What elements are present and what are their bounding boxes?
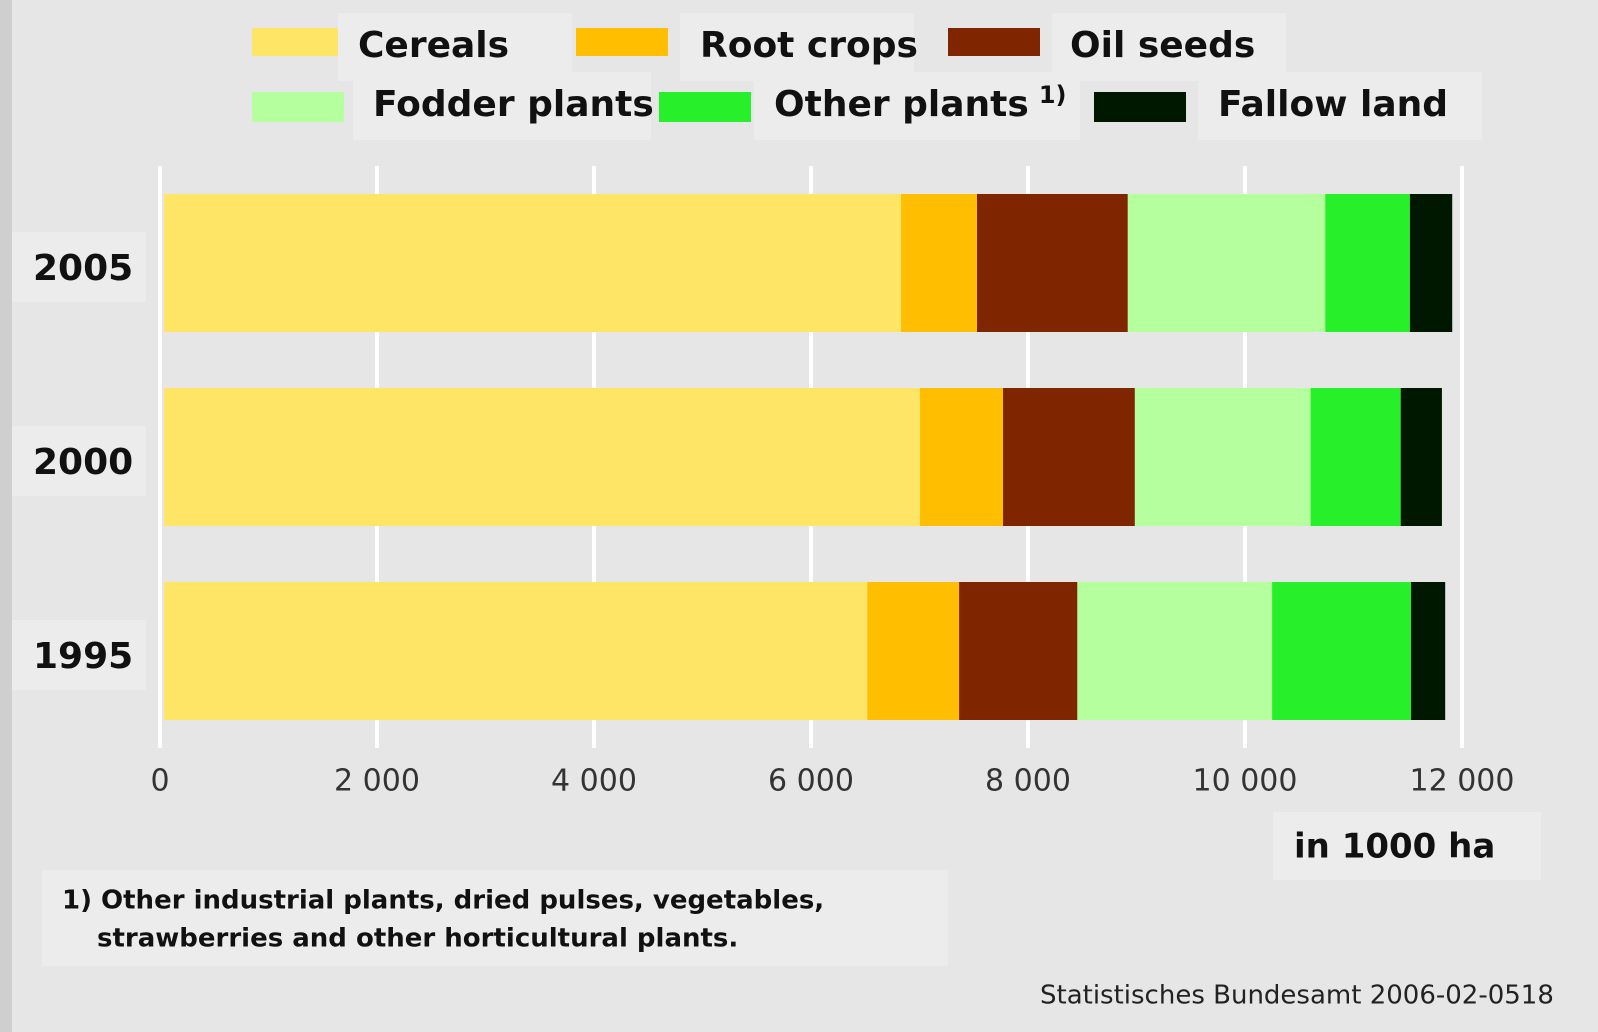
bar-segment — [1310, 388, 1401, 526]
legend-swatch — [948, 28, 1040, 56]
legend-label: Root crops — [700, 25, 918, 66]
left-border — [0, 0, 12, 1032]
unit-box — [1273, 812, 1541, 880]
legend-label: Other plants — [774, 84, 1029, 125]
x-tick-label: 0 — [150, 764, 169, 799]
bar-segment — [920, 388, 1004, 526]
category-box — [12, 426, 146, 496]
bar-segment — [1411, 582, 1446, 720]
legend-box — [754, 72, 1080, 140]
bar-segment — [1127, 194, 1326, 332]
legend-swatch — [576, 28, 668, 56]
footnote-box — [42, 870, 948, 966]
category-box — [12, 232, 146, 302]
legend-swatch — [659, 92, 751, 122]
bar-segment — [1003, 388, 1135, 526]
y-tick-label: 2005 — [33, 248, 133, 289]
legend-box — [680, 13, 914, 81]
legend-box — [1052, 13, 1286, 81]
legend-footnote-marker: 1) — [1039, 81, 1067, 109]
legend-box — [353, 72, 651, 140]
source: Statistisches Bundesamt 2006-02-0518 — [1040, 981, 1554, 1011]
legend-swatch — [252, 92, 344, 122]
bar-segment — [1400, 388, 1442, 526]
bar-segment — [164, 194, 902, 332]
x-tick-label: 8 000 — [985, 764, 1071, 799]
x-tick-label: 4 000 — [551, 764, 637, 799]
legend-box — [1198, 72, 1482, 140]
category-box — [12, 620, 146, 690]
bar-segment — [977, 194, 1128, 332]
x-axis-label: in 1000 ha — [1294, 827, 1495, 867]
bar-segment — [1077, 582, 1273, 720]
x-tick-label: 10 000 — [1193, 764, 1298, 799]
y-tick-label: 1995 — [33, 636, 133, 677]
legend-label: Cereals — [358, 25, 509, 66]
bar-segment — [164, 582, 868, 720]
legend-label: Fallow land — [1218, 84, 1448, 125]
bar-segment — [1272, 582, 1412, 720]
legend-label: Fodder plants — [373, 84, 654, 125]
x-tick-label: 12 000 — [1410, 764, 1515, 799]
footnote: strawberries and other horticultural pla… — [97, 924, 738, 954]
legend-box — [338, 13, 572, 81]
legend-swatch — [252, 28, 338, 56]
bar-segment — [1134, 388, 1311, 526]
bar-segment — [959, 582, 1078, 720]
y-tick-label: 2000 — [33, 442, 133, 483]
legend-swatch — [1094, 92, 1186, 122]
bar-segment — [1409, 194, 1453, 332]
bar-segment — [1325, 194, 1410, 332]
bar-segment — [164, 388, 921, 526]
x-tick-label: 2 000 — [334, 764, 420, 799]
x-tick-label: 6 000 — [768, 764, 854, 799]
bar-segment — [867, 582, 960, 720]
bar-segment — [901, 194, 978, 332]
legend-label: Oil seeds — [1070, 25, 1255, 66]
footnote: 1) Other industrial plants, dried pulses… — [62, 886, 824, 916]
